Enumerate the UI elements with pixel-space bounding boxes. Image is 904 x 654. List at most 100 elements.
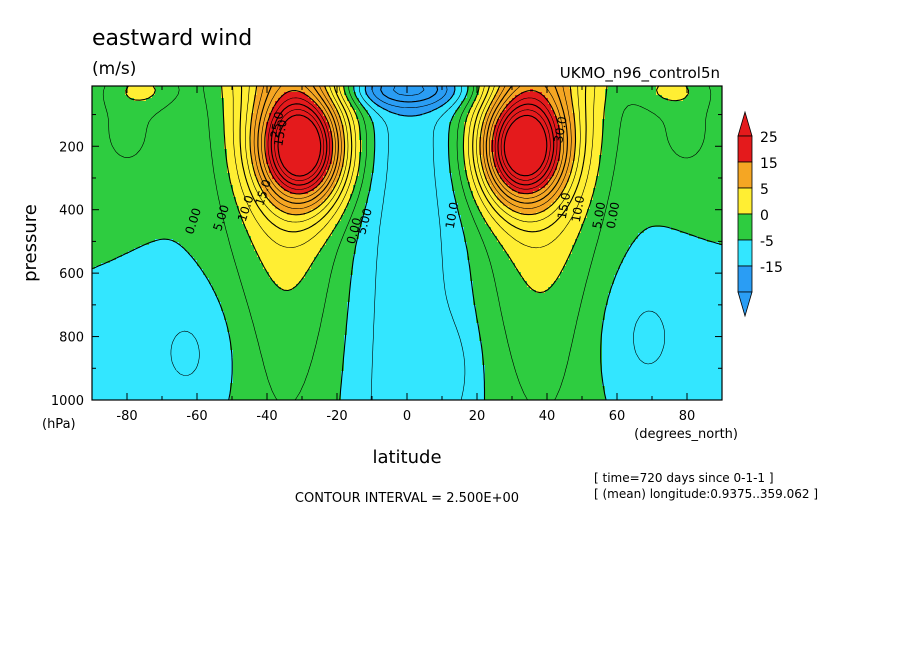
field-cell (533, 98, 537, 102)
field-cell (593, 98, 597, 102)
field-cell (560, 95, 564, 99)
field-cell (413, 89, 417, 93)
field-cell (710, 89, 714, 93)
field-cell (170, 95, 174, 99)
field-cell (629, 95, 633, 99)
field-cell (431, 86, 435, 90)
field-cell (527, 86, 531, 90)
field-cell (638, 104, 642, 108)
field-cell (476, 104, 480, 108)
field-cell (347, 104, 351, 108)
field-cell (494, 95, 498, 99)
field-cell (656, 104, 660, 108)
field-cell (485, 89, 489, 93)
field-cell (686, 89, 690, 93)
field-cell (551, 101, 555, 105)
field-cell (389, 101, 393, 105)
field-cell (437, 101, 441, 105)
field-cell (686, 98, 690, 102)
field-cell (467, 95, 471, 99)
field-cell (458, 92, 462, 96)
field-cell (545, 92, 549, 96)
field-cell (176, 95, 180, 99)
field-cell (458, 95, 462, 99)
field-cell (668, 86, 672, 90)
field-cell (461, 92, 465, 96)
field-cell (209, 86, 213, 90)
field-cell (356, 89, 360, 93)
field-cell (575, 86, 579, 90)
field-cell (185, 104, 189, 108)
field-cell (227, 89, 231, 93)
field-cell (710, 95, 714, 99)
field-cell (197, 104, 201, 108)
field-cell (707, 95, 711, 99)
field-cell (140, 92, 144, 96)
field-cell (707, 92, 711, 96)
field-cell (614, 98, 618, 102)
field-cell (479, 98, 483, 102)
field-cell (680, 95, 684, 99)
field-cell (602, 104, 606, 108)
field-cell (110, 86, 114, 90)
field-cell (536, 104, 540, 108)
field-cell (557, 89, 561, 93)
field-cell (299, 86, 303, 90)
field-cell (674, 92, 678, 96)
dataset-label: UKMO_n96_control5n (560, 64, 720, 83)
field-cell (551, 89, 555, 93)
field-cell (590, 92, 594, 96)
field-cell (458, 89, 462, 93)
field-cell (233, 89, 237, 93)
field-cell (449, 101, 453, 105)
field-cell (104, 104, 108, 108)
field-cell (536, 101, 540, 105)
field-cell (173, 98, 177, 102)
field-cell (389, 86, 393, 90)
field-cell (260, 104, 264, 108)
field-cell (341, 86, 345, 90)
field-cell (398, 86, 402, 90)
field-cell (170, 104, 174, 108)
field-cell (119, 104, 123, 108)
field-cell (713, 86, 717, 90)
field-cell (200, 86, 204, 90)
field-cell (395, 98, 399, 102)
field-cell (665, 92, 669, 96)
field-cell (296, 98, 300, 102)
field-cell (443, 98, 447, 102)
field-cell (146, 101, 150, 105)
field-cell (128, 104, 132, 108)
field-cell (182, 95, 186, 99)
field-cell (422, 86, 426, 90)
field-cell (698, 86, 702, 90)
field-cell (524, 104, 528, 108)
field-cell (218, 92, 222, 96)
field-cell (689, 98, 693, 102)
field-cell (326, 101, 330, 105)
field-cell (326, 89, 330, 93)
field-cell (104, 86, 108, 90)
field-cell (104, 92, 108, 96)
field-cell (95, 89, 99, 93)
field-cell (659, 98, 663, 102)
field-cell (230, 104, 234, 108)
field-cell (449, 98, 453, 102)
field-cell (530, 101, 534, 105)
field-cell (515, 101, 519, 105)
field-cell (713, 92, 717, 96)
field-cell (113, 86, 117, 90)
field-cell (530, 95, 534, 99)
field-cell (131, 92, 135, 96)
field-cell (686, 95, 690, 99)
field-cell (509, 89, 513, 93)
field-cell (617, 89, 621, 93)
field-cell (416, 92, 420, 96)
field-cell (290, 104, 294, 108)
field-cell (125, 101, 129, 105)
field-cell (596, 104, 600, 108)
field-cell (701, 92, 705, 96)
field-cell (653, 89, 657, 93)
field-cell (329, 89, 333, 93)
field-cell (482, 89, 486, 93)
